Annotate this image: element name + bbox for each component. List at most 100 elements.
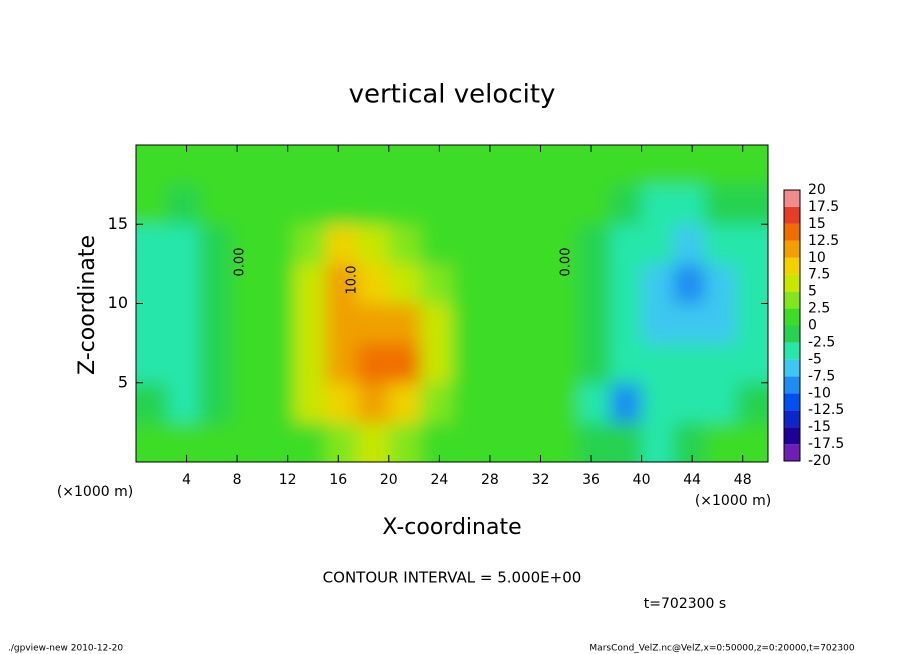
colorbar-swatch [784, 427, 800, 445]
cell [641, 184, 674, 225]
cell [578, 422, 611, 462]
cell [736, 382, 768, 423]
x-tick-label: 32 [532, 472, 550, 488]
cell [578, 382, 611, 423]
cell [230, 263, 263, 304]
colorbar-swatch [784, 376, 800, 394]
cell [167, 263, 200, 304]
cell [515, 343, 548, 384]
cell [294, 343, 327, 384]
cell [546, 303, 579, 344]
y-tick-label: 15 [108, 214, 128, 233]
cell [483, 145, 516, 186]
cell [325, 303, 358, 344]
cell [452, 422, 485, 462]
cell [641, 382, 674, 423]
cell [230, 422, 263, 462]
cell [515, 422, 548, 462]
cell [452, 145, 485, 186]
contour-interval: CONTOUR INTERVAL = 5.000E+00 [323, 569, 582, 587]
contour-label: 0.00 [559, 248, 574, 277]
cell [546, 422, 579, 462]
cell [641, 343, 674, 384]
cell [546, 145, 579, 186]
cell [641, 303, 674, 344]
cell [736, 303, 768, 344]
cell [420, 422, 453, 462]
cell [578, 303, 611, 344]
cell [325, 343, 358, 384]
x-unit-label: (×1000 m) [57, 484, 133, 500]
cell [325, 184, 358, 225]
cell [420, 224, 453, 265]
cell [420, 303, 453, 344]
cell [736, 263, 768, 304]
colorbar-label: 5 [808, 284, 817, 300]
cells [136, 145, 768, 462]
x-tick-label: 4 [182, 472, 191, 488]
cell [199, 382, 232, 423]
cell [704, 263, 737, 304]
cell [230, 145, 263, 186]
cell [325, 263, 358, 304]
cell [546, 184, 579, 225]
colorbar-frame [783, 189, 801, 462]
cell [136, 343, 169, 384]
cell [673, 224, 706, 265]
cell [578, 343, 611, 384]
colorbar-swatch [784, 359, 800, 377]
colorbar-label: -20 [808, 453, 831, 469]
cell [641, 422, 674, 462]
cell [230, 184, 263, 225]
cell [199, 145, 232, 186]
colorbar-label: -10 [808, 385, 831, 401]
cell [704, 343, 737, 384]
cell [452, 263, 485, 304]
cell [673, 184, 706, 225]
field [136, 145, 768, 462]
cell [578, 224, 611, 265]
x-tick-label: 48 [734, 472, 752, 488]
cell [262, 422, 295, 462]
cell [136, 382, 169, 423]
cell [546, 343, 579, 384]
cell [167, 184, 200, 225]
cell [136, 303, 169, 344]
cell [167, 145, 200, 186]
cell [673, 263, 706, 304]
cell [357, 343, 390, 384]
cell [610, 382, 643, 423]
cell [610, 422, 643, 462]
cell [294, 263, 327, 304]
cell [294, 224, 327, 265]
colorbar-swatch [784, 190, 800, 207]
cell [704, 303, 737, 344]
colorbar-swatch [784, 223, 800, 241]
cell [704, 184, 737, 225]
cell [673, 422, 706, 462]
colorbar-label: 15 [808, 216, 826, 232]
cell [483, 224, 516, 265]
cell [610, 224, 643, 265]
cell [357, 263, 390, 304]
colorbar-label: -7.5 [808, 368, 835, 384]
cell [736, 145, 768, 186]
cell [704, 382, 737, 423]
cell [357, 303, 390, 344]
cell [546, 263, 579, 304]
cell [420, 184, 453, 225]
cell [357, 145, 390, 186]
colorbar-swatch [784, 257, 800, 275]
colorbar-swatch [784, 240, 800, 258]
cell [546, 382, 579, 423]
cell [610, 184, 643, 225]
cell [230, 224, 263, 265]
contour-label: 0.00 [233, 248, 248, 277]
cell [704, 224, 737, 265]
cell [199, 224, 232, 265]
colorbar-swatch [784, 274, 800, 292]
colorbar-swatch [784, 206, 800, 224]
cell [325, 382, 358, 423]
cell [357, 224, 390, 265]
